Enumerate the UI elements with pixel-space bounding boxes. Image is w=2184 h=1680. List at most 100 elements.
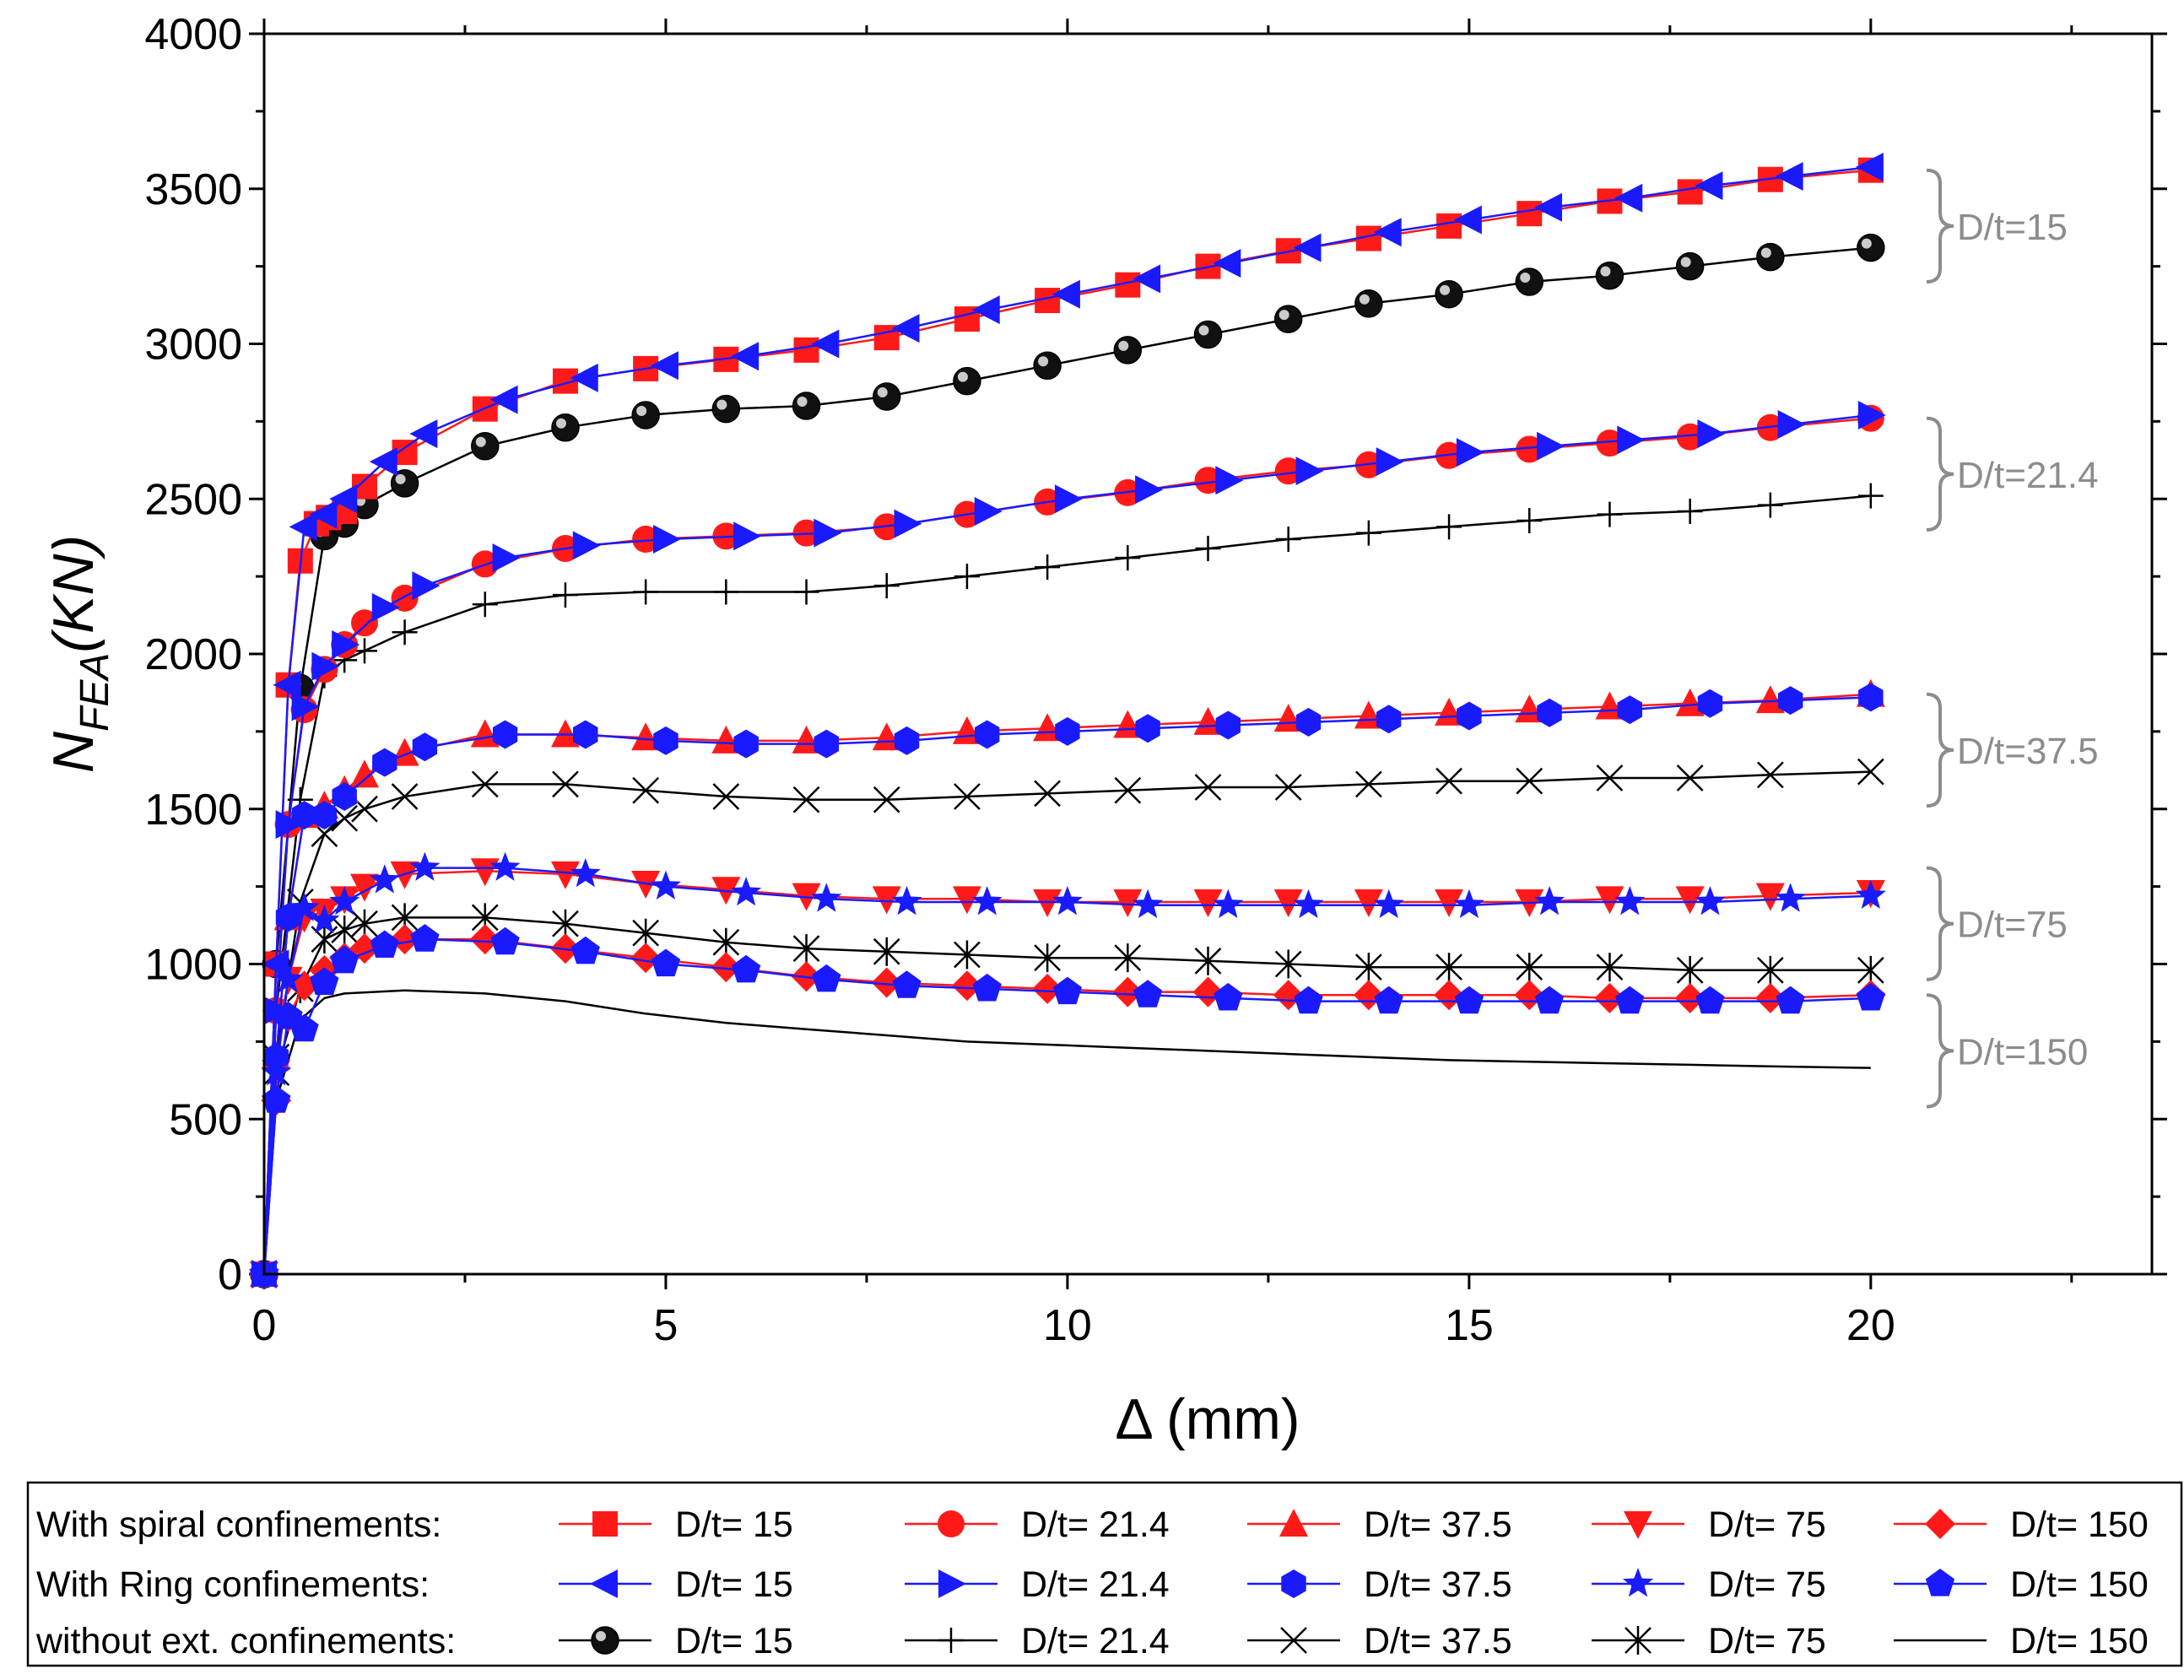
- legend-entry-label: D/t= 37.5: [1364, 1564, 1512, 1605]
- data-point: [471, 770, 499, 798]
- data-point: [651, 948, 681, 977]
- data-point: [1596, 429, 1624, 457]
- data-point: [1213, 889, 1244, 918]
- data-point: [1857, 758, 1884, 786]
- sphere-highlight: [1198, 325, 1209, 336]
- data-point: [1034, 943, 1062, 973]
- data-point: [1674, 982, 1706, 1013]
- legend-entry: D/t= 37.5: [1247, 1564, 1512, 1605]
- data-point: [470, 719, 500, 748]
- sphere-highlight: [475, 436, 486, 447]
- x-stroke-b: [331, 804, 359, 832]
- data-point: [1135, 714, 1160, 743]
- data-point: [1855, 153, 1884, 182]
- legend-entry: D/t= 75: [1592, 1564, 1826, 1605]
- data-point: [1534, 192, 1563, 222]
- data-point: [1456, 438, 1484, 467]
- x-stroke-b: [1114, 776, 1142, 804]
- x-tick-label: 5: [653, 1301, 678, 1350]
- data-point: [871, 967, 902, 998]
- data-point: [1537, 431, 1565, 461]
- data-point: [273, 670, 301, 700]
- data-point: [1193, 706, 1223, 735]
- data-point: [631, 401, 660, 429]
- annotation-label: D/t=75: [1957, 905, 2068, 946]
- data-point: [470, 858, 500, 887]
- x-stroke-b: [712, 783, 740, 810]
- data-point: [733, 729, 759, 759]
- data-point: [409, 419, 438, 449]
- legend-marker: [1925, 1569, 1955, 1596]
- data-point: [1273, 704, 1303, 732]
- data-point: [1354, 700, 1383, 729]
- y-axis-title: NFEA(KN): [41, 535, 117, 773]
- data-point: [872, 886, 901, 915]
- data-point: [954, 783, 981, 810]
- x-stroke-b: [1435, 767, 1462, 795]
- data-point: [472, 592, 498, 618]
- data-point: [812, 964, 841, 992]
- legend-entry: D/t= 15: [559, 1621, 793, 1661]
- data-point: [1354, 953, 1382, 982]
- data-point: [792, 786, 820, 813]
- legend-entry: D/t= 75: [1592, 1621, 1826, 1661]
- legend-entry-label: D/t= 75: [1708, 1564, 1826, 1605]
- data-point: [1213, 248, 1241, 278]
- sphere-body: [1675, 251, 1705, 281]
- data-point: [1676, 423, 1704, 451]
- data-point: [1035, 554, 1061, 581]
- data-point: [1776, 986, 1805, 1014]
- sphere-body: [1515, 267, 1544, 296]
- sphere-highlight: [555, 418, 566, 429]
- annotation-label: D/t=150: [1957, 1031, 2088, 1072]
- data-point: [1595, 691, 1624, 720]
- legend-entry-label: D/t= 150: [2010, 1504, 2149, 1545]
- data-point: [1516, 201, 1543, 227]
- sphere-highlight: [797, 397, 808, 407]
- data-point: [1033, 713, 1062, 742]
- legend-entry-label: D/t= 15: [675, 1564, 793, 1605]
- data-point: [1617, 425, 1646, 455]
- data-point: [492, 720, 518, 749]
- sphere-body: [953, 366, 981, 396]
- legend-entry-label: D/t= 21.4: [1021, 1504, 1170, 1545]
- data-point: [1435, 889, 1464, 917]
- legend-marker: [591, 1626, 619, 1655]
- legend-marker: [590, 1569, 618, 1598]
- data-point: [409, 851, 441, 881]
- data-point: [1194, 946, 1222, 975]
- data-point: [873, 573, 900, 599]
- data-point: [262, 1085, 291, 1113]
- x-tick-label: 15: [1445, 1301, 1494, 1350]
- legend-entry: D/t= 150: [1894, 1621, 2149, 1661]
- data-point: [410, 924, 440, 952]
- data-point: [349, 759, 379, 788]
- data-point: [1755, 685, 1785, 714]
- data-point: [1295, 456, 1324, 486]
- data-point: [309, 905, 340, 934]
- x-stroke-b: [632, 776, 660, 804]
- data-point: [1756, 761, 1784, 789]
- data-point: [291, 801, 317, 830]
- y-tick-label: 1500: [144, 786, 242, 835]
- legend-entry-label: D/t= 75: [1708, 1621, 1826, 1661]
- data-point: [1855, 879, 1886, 909]
- legend-entry-label: D/t= 15: [675, 1621, 793, 1661]
- data-point: [1697, 419, 1726, 449]
- data-point: [792, 725, 821, 754]
- data-point: [1273, 889, 1303, 917]
- data-point: [1858, 683, 1884, 712]
- sphere-highlight: [1760, 247, 1771, 258]
- data-point: [1695, 171, 1723, 201]
- data-point: [814, 518, 842, 548]
- annotation-brace: [1926, 866, 1954, 981]
- data-point: [275, 903, 301, 932]
- sphere-highlight: [1520, 273, 1531, 283]
- x-stroke-b: [1857, 758, 1884, 786]
- data-point: [952, 886, 981, 915]
- data-point: [1676, 955, 1704, 985]
- x-stroke-b: [873, 786, 900, 813]
- legend-entry: D/t= 75: [1592, 1504, 1826, 1545]
- data-point: [412, 732, 438, 762]
